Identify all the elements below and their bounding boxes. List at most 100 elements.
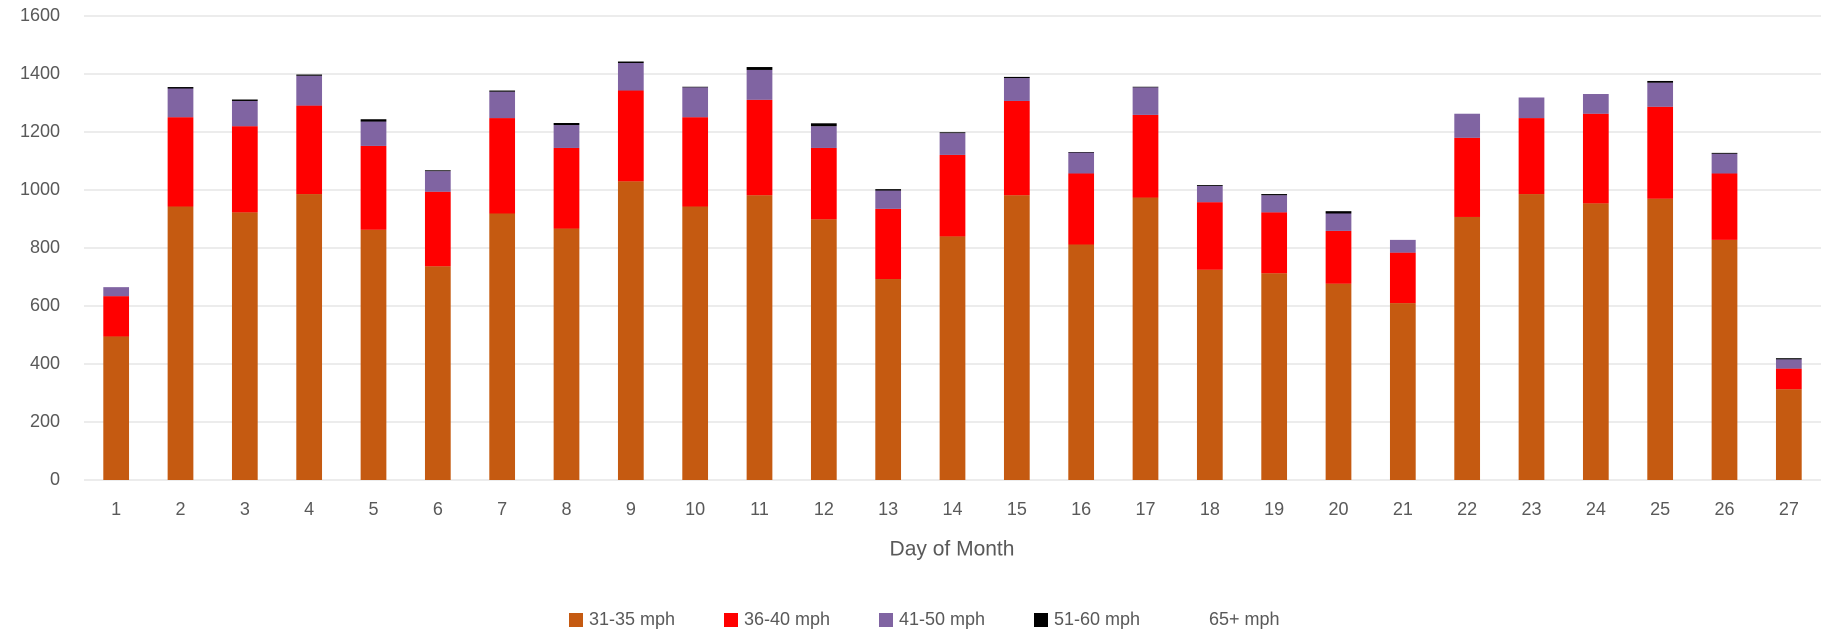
x-tick-label: 6 — [433, 499, 443, 519]
y-tick-label: 600 — [30, 295, 60, 315]
bar-segment — [1068, 152, 1095, 153]
bar-segment — [489, 118, 516, 214]
bar-segment — [810, 123, 837, 127]
bar-segment — [682, 117, 709, 207]
bar-segment — [1775, 359, 1802, 369]
bar-segment — [1261, 212, 1288, 274]
bar-segment — [296, 105, 323, 195]
bar-segment — [296, 74, 323, 76]
bar-segment — [553, 228, 580, 480]
bar-segment — [1454, 137, 1481, 217]
bar-segment — [1389, 252, 1416, 304]
bar-segment — [1389, 239, 1416, 253]
x-tick-label: 13 — [878, 499, 898, 519]
legend-swatch — [569, 613, 583, 627]
bar-segment — [746, 67, 773, 70]
x-tick-label: 10 — [685, 499, 705, 519]
bar-segment — [1647, 198, 1674, 480]
bar-segment — [746, 69, 773, 100]
bar-segment — [617, 62, 644, 91]
bar-segment — [1389, 303, 1416, 480]
bar-segment — [746, 99, 773, 196]
x-tick-label: 17 — [1135, 499, 1155, 519]
bar-segment — [1454, 216, 1481, 480]
bar-segment — [553, 147, 580, 229]
bar-segment — [1454, 113, 1481, 138]
bar-segment — [424, 171, 451, 192]
bar-segment — [617, 181, 644, 481]
bar-segment — [167, 206, 194, 480]
bar-segment — [424, 266, 451, 480]
bar-segment — [875, 208, 902, 280]
bar-segment — [231, 212, 258, 480]
x-tick-label: 24 — [1586, 499, 1606, 519]
x-tick-label: 25 — [1650, 499, 1670, 519]
y-tick-label: 400 — [30, 353, 60, 373]
x-tick-label: 8 — [561, 499, 571, 519]
bar-segment — [1711, 152, 1738, 154]
bar-segment — [103, 336, 130, 480]
x-tick-label: 11 — [750, 499, 769, 519]
bar-segment — [810, 126, 837, 148]
bar-segment — [1775, 358, 1802, 360]
legend-label: 51-60 mph — [1054, 609, 1140, 629]
bar-segment — [1132, 86, 1159, 88]
bar-segment — [1261, 194, 1288, 196]
bar-segment — [1325, 211, 1352, 214]
bar-segment — [1261, 195, 1288, 213]
bar-segment — [1325, 283, 1352, 480]
bar-segment — [360, 119, 387, 122]
y-tick-label: 1600 — [20, 5, 60, 25]
bar-segment — [296, 194, 323, 480]
bar-segment — [1775, 368, 1802, 390]
bar-segment — [1196, 269, 1223, 480]
bar-segment — [1647, 106, 1674, 199]
legend-label: 31-35 mph — [589, 609, 675, 629]
bar-segment — [682, 206, 709, 480]
bar-segment — [553, 125, 580, 148]
bar-segment — [360, 229, 387, 480]
y-tick-label: 200 — [30, 411, 60, 431]
bar-segment — [1003, 100, 1030, 196]
bar-segment — [1711, 153, 1738, 174]
bar-segment — [1325, 230, 1352, 284]
bar-segment — [489, 213, 516, 481]
bar-segment — [875, 190, 902, 209]
x-tick-label: 12 — [814, 499, 834, 519]
bar-segment — [1518, 97, 1545, 119]
x-tick-label: 14 — [942, 499, 962, 519]
bar-segment — [1582, 113, 1609, 204]
legend-swatch — [1189, 613, 1203, 627]
bar-segment — [1325, 213, 1352, 231]
x-tick-label: 2 — [175, 499, 185, 519]
bar-segment — [1068, 173, 1095, 245]
y-tick-label: 0 — [50, 469, 60, 489]
bar-segment — [875, 279, 902, 480]
x-tick-label: 9 — [626, 499, 636, 519]
legend-label: 36-40 mph — [744, 609, 830, 629]
bar-segment — [167, 117, 194, 207]
bar-segment — [360, 121, 387, 146]
bar-segment — [1132, 197, 1159, 481]
bar-segment — [682, 87, 709, 118]
bar-segment — [231, 99, 258, 101]
bar-segment — [231, 126, 258, 213]
bar-segment — [1196, 185, 1223, 203]
bar-segment — [1775, 389, 1802, 480]
bar-segment — [424, 170, 451, 172]
bar-segment — [1196, 202, 1223, 270]
bar-segment — [360, 145, 387, 230]
bar-segment — [617, 90, 644, 182]
legend-label: 41-50 mph — [899, 609, 985, 629]
bar-segment — [1647, 80, 1674, 83]
bar-segment — [1518, 194, 1545, 480]
x-tick-label: 7 — [497, 499, 507, 519]
x-tick-label: 19 — [1264, 499, 1284, 519]
x-tick-label: 23 — [1521, 499, 1541, 519]
bar-segment — [1003, 195, 1030, 480]
bar-segment — [1003, 76, 1030, 79]
legend-label: 65+ mph — [1209, 609, 1280, 629]
bar-segment — [939, 132, 966, 134]
bar-segment — [810, 219, 837, 481]
